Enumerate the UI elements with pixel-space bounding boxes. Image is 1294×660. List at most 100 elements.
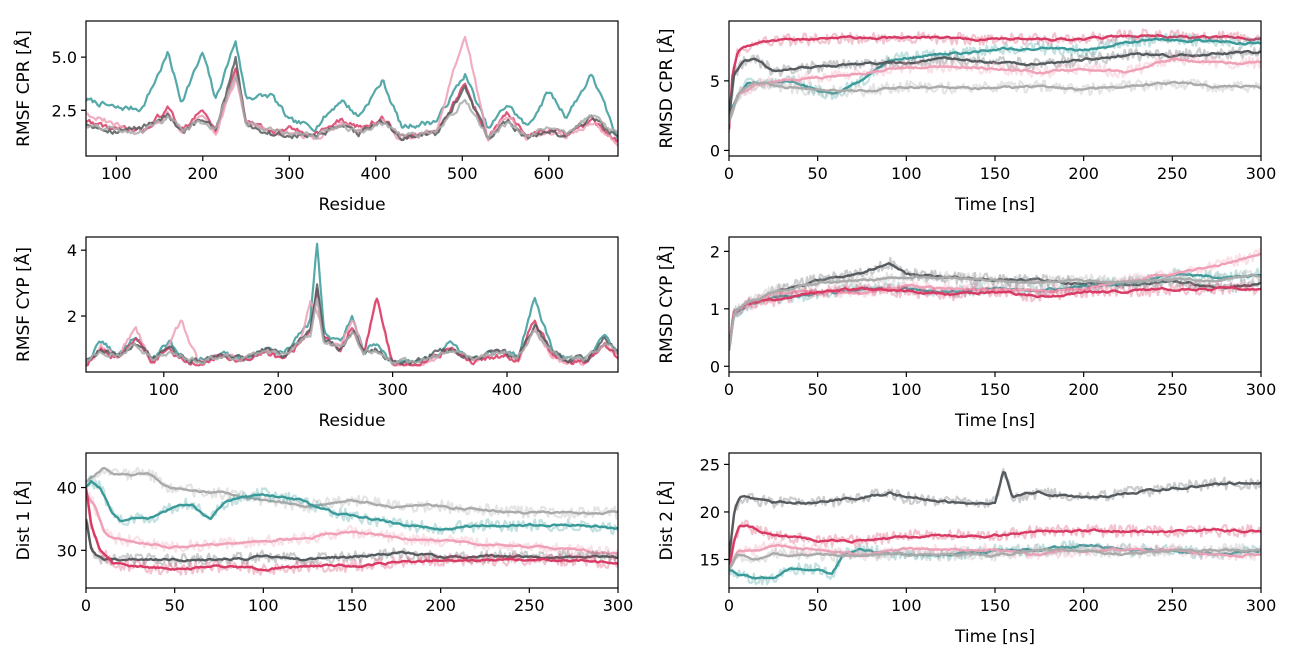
panel-rmsf-cyp: 100 200 300 400 2 4 Residue RMSF CYP [Å] — [12, 236, 619, 431]
y-tick-label: 2 — [67, 307, 77, 326]
series-raw-lightgray — [729, 542, 1261, 570]
x-axis-label: Time [ns] — [954, 627, 1035, 647]
y-axis-label: Dist 1 [Å] — [12, 481, 34, 561]
series-crimson — [729, 286, 1261, 349]
series-teal — [729, 37, 1261, 117]
x-tick-label: 300 — [377, 380, 408, 399]
x-tick-label: 300 — [603, 596, 634, 615]
x-tick-label: 100 — [101, 164, 132, 183]
series-raw-lightgray — [729, 269, 1261, 351]
x-tick-label: 150 — [980, 596, 1011, 615]
x-axis-label: Residue — [318, 411, 385, 431]
panel-dist2: 0 50 100 150 200 250 300 15 20 25 Time [ns] Dist 2 … — [655, 452, 1277, 647]
series-pink — [729, 57, 1261, 124]
series-crimson — [729, 33, 1261, 130]
x-tick-label: 50 — [807, 164, 827, 183]
x-tick-label: 300 — [1246, 596, 1277, 615]
y-tick-label: 0 — [710, 141, 720, 160]
series-crimson — [86, 287, 618, 367]
x-tick-label: 200 — [1068, 380, 1099, 399]
series-raw-crimson — [86, 488, 618, 576]
x-axis-label: Time [ns] — [954, 411, 1035, 431]
x-tick-label: 100 — [891, 380, 922, 399]
x-tick-label: 50 — [807, 596, 827, 615]
x-tick-label: 200 — [1068, 596, 1099, 615]
y-tick-label: 15 — [700, 550, 720, 569]
series-raw-pink — [86, 491, 618, 560]
x-tick-label: 100 — [248, 596, 279, 615]
x-tick-label: 250 — [1157, 380, 1188, 399]
plot-lines — [729, 248, 1261, 351]
x-tick-label: 150 — [337, 596, 368, 615]
x-tick-label: 200 — [188, 164, 219, 183]
series-darkgray — [86, 55, 618, 142]
series-teal — [86, 242, 618, 365]
x-tick-label: 150 — [980, 380, 1011, 399]
axes-frame — [728, 236, 1262, 373]
series-raw-crimson — [729, 281, 1261, 351]
panel-rmsd-cpr: 0 50 100 150 200 250 300 0 5 Time [ns] RMSD CPR [Å… — [655, 20, 1277, 215]
x-tick-label: 250 — [514, 596, 545, 615]
x-tick-label: 200 — [1068, 164, 1099, 183]
axes-frame — [85, 20, 619, 157]
series-pink — [86, 492, 618, 556]
y-tick-label: 2.5 — [52, 101, 77, 120]
x-tick-label: 100 — [891, 164, 922, 183]
x-axis-label: Time [ns] — [954, 195, 1035, 215]
x-tick-label: 300 — [1246, 164, 1277, 183]
series-teal — [86, 479, 618, 532]
x-tick-label: 250 — [1157, 596, 1188, 615]
x-tick-label: 600 — [534, 164, 565, 183]
series-darkgray — [86, 283, 618, 366]
series-raw-lightgray — [729, 77, 1261, 125]
x-tick-label: 100 — [891, 596, 922, 615]
plot-lines — [86, 242, 618, 367]
series-raw-pink — [729, 248, 1261, 351]
series-lightgray — [86, 297, 618, 366]
x-axis-label: Residue — [318, 195, 385, 215]
y-axis-label: RMSD CYP [Å] — [655, 245, 677, 363]
x-tick-label: 300 — [1246, 380, 1277, 399]
y-tick-label: 30 — [57, 541, 77, 560]
x-tick-label: 150 — [980, 164, 1011, 183]
y-axis-label: RMSF CPR [Å] — [12, 30, 34, 147]
series-darkgray — [729, 49, 1261, 117]
series-lightgray — [729, 547, 1261, 571]
x-tick-label: 0 — [81, 596, 91, 615]
series-lightgray — [86, 466, 618, 516]
x-tick-label: 300 — [274, 164, 305, 183]
panel-rmsf-cpr: 100 200 300 400 500 600 2.5 5.0 Residue RMSF CPR … — [12, 20, 619, 215]
y-axis-label: RMSF CYP [Å] — [12, 247, 34, 362]
y-tick-label: 1 — [710, 300, 720, 319]
series-darkgray — [729, 471, 1261, 559]
y-tick-label: 25 — [700, 455, 720, 474]
plot-lines — [729, 467, 1261, 586]
x-tick-label: 100 — [149, 380, 180, 399]
series-lightgray — [86, 74, 618, 140]
x-tick-label: 400 — [492, 380, 523, 399]
y-tick-label: 20 — [700, 503, 720, 522]
x-tick-label: 200 — [263, 380, 294, 399]
axes-frame — [85, 236, 619, 373]
x-tick-label: 250 — [1157, 164, 1188, 183]
y-axis-label: RMSD CPR [Å] — [655, 29, 677, 149]
y-tick-label: 5 — [710, 72, 720, 91]
panel-dist1: 0 50 100 150 200 250 300 30 40 Dist 1 [Å] — [12, 452, 634, 615]
x-tick-label: 0 — [724, 596, 734, 615]
y-tick-label: 40 — [57, 479, 77, 498]
x-tick-label: 0 — [724, 164, 734, 183]
y-tick-label: 4 — [67, 241, 77, 260]
x-tick-label: 0 — [724, 380, 734, 399]
series-raw-teal — [729, 540, 1261, 586]
plot-lines — [729, 28, 1261, 133]
y-axis-label: Dist 2 [Å] — [655, 481, 677, 561]
plot-lines — [86, 35, 618, 147]
series-teal — [86, 40, 618, 141]
series-pink — [729, 252, 1261, 349]
series-darkgray — [86, 518, 618, 563]
series-raw-darkgray — [729, 46, 1261, 119]
x-tick-label: 50 — [807, 380, 827, 399]
y-tick-label: 5.0 — [52, 48, 77, 67]
plot-lines — [86, 466, 618, 576]
